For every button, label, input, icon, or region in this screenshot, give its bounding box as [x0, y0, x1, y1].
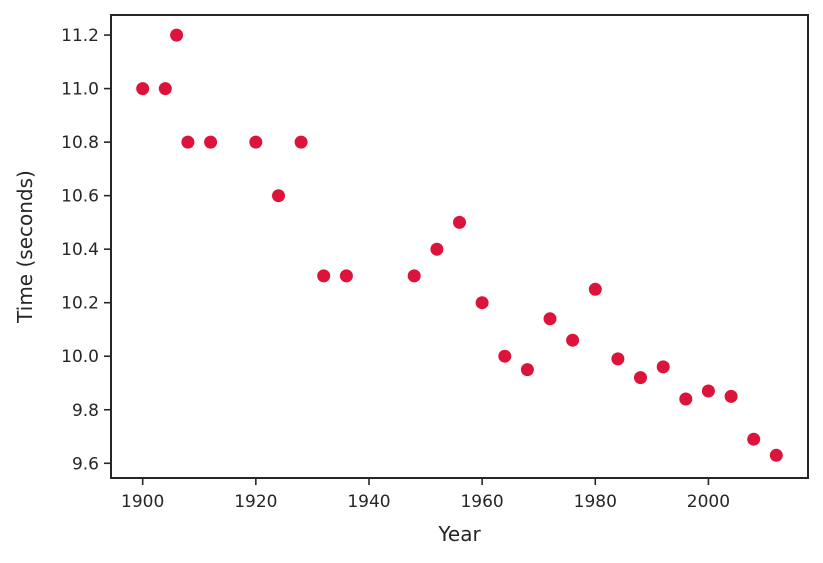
data-point [588, 282, 602, 296]
y-tick-label: 11.2 [61, 26, 99, 46]
plot-frame [110, 14, 809, 479]
axis-ticks: 1900 1920 1940 1960 1980 2000 9.6 9.8 10.0 10.2 10… [61, 26, 730, 512]
data-point [294, 135, 308, 149]
data-point [317, 269, 331, 283]
data-point [769, 448, 783, 462]
data-point [747, 432, 761, 446]
data-point [249, 135, 263, 149]
plot-background [111, 15, 808, 478]
data-point [181, 135, 195, 149]
y-tick-label: 10.4 [61, 240, 99, 260]
data-point [204, 135, 218, 149]
x-tick-label: 1960 [460, 492, 503, 512]
data-point [656, 360, 670, 374]
data-point [136, 82, 150, 96]
data-point [566, 333, 580, 347]
y-tick-label: 11.0 [61, 80, 99, 100]
data-point [407, 269, 421, 283]
data-point [701, 384, 715, 398]
y-tick-label: 9.6 [72, 454, 99, 474]
y-tick-label: 10.2 [61, 294, 99, 314]
data-point [158, 82, 172, 96]
data-point [339, 269, 353, 283]
data-point [475, 296, 489, 310]
y-tick-label: 10.0 [61, 347, 99, 367]
x-tick-label: 1900 [121, 492, 164, 512]
data-point [272, 189, 285, 203]
data-point [520, 363, 534, 377]
x-tick-label: 1940 [347, 492, 390, 512]
x-axis-title: Year [437, 522, 481, 546]
data-point [430, 242, 444, 256]
y-tick-label: 10.6 [61, 187, 99, 207]
data-point [170, 28, 184, 42]
data-points [136, 28, 783, 462]
data-point [634, 371, 647, 385]
x-tick-label: 1920 [234, 492, 277, 512]
data-point [611, 352, 625, 366]
data-point [453, 215, 466, 229]
data-point [724, 389, 738, 403]
y-tick-label: 9.8 [72, 401, 99, 421]
data-point [679, 392, 693, 406]
x-tick-label: 1980 [574, 492, 617, 512]
data-point [498, 349, 512, 363]
y-axis-title: Time (seconds) [13, 170, 37, 324]
y-tick-label: 10.8 [61, 133, 99, 153]
x-tick-label: 2000 [687, 492, 730, 512]
data-point [543, 312, 557, 326]
